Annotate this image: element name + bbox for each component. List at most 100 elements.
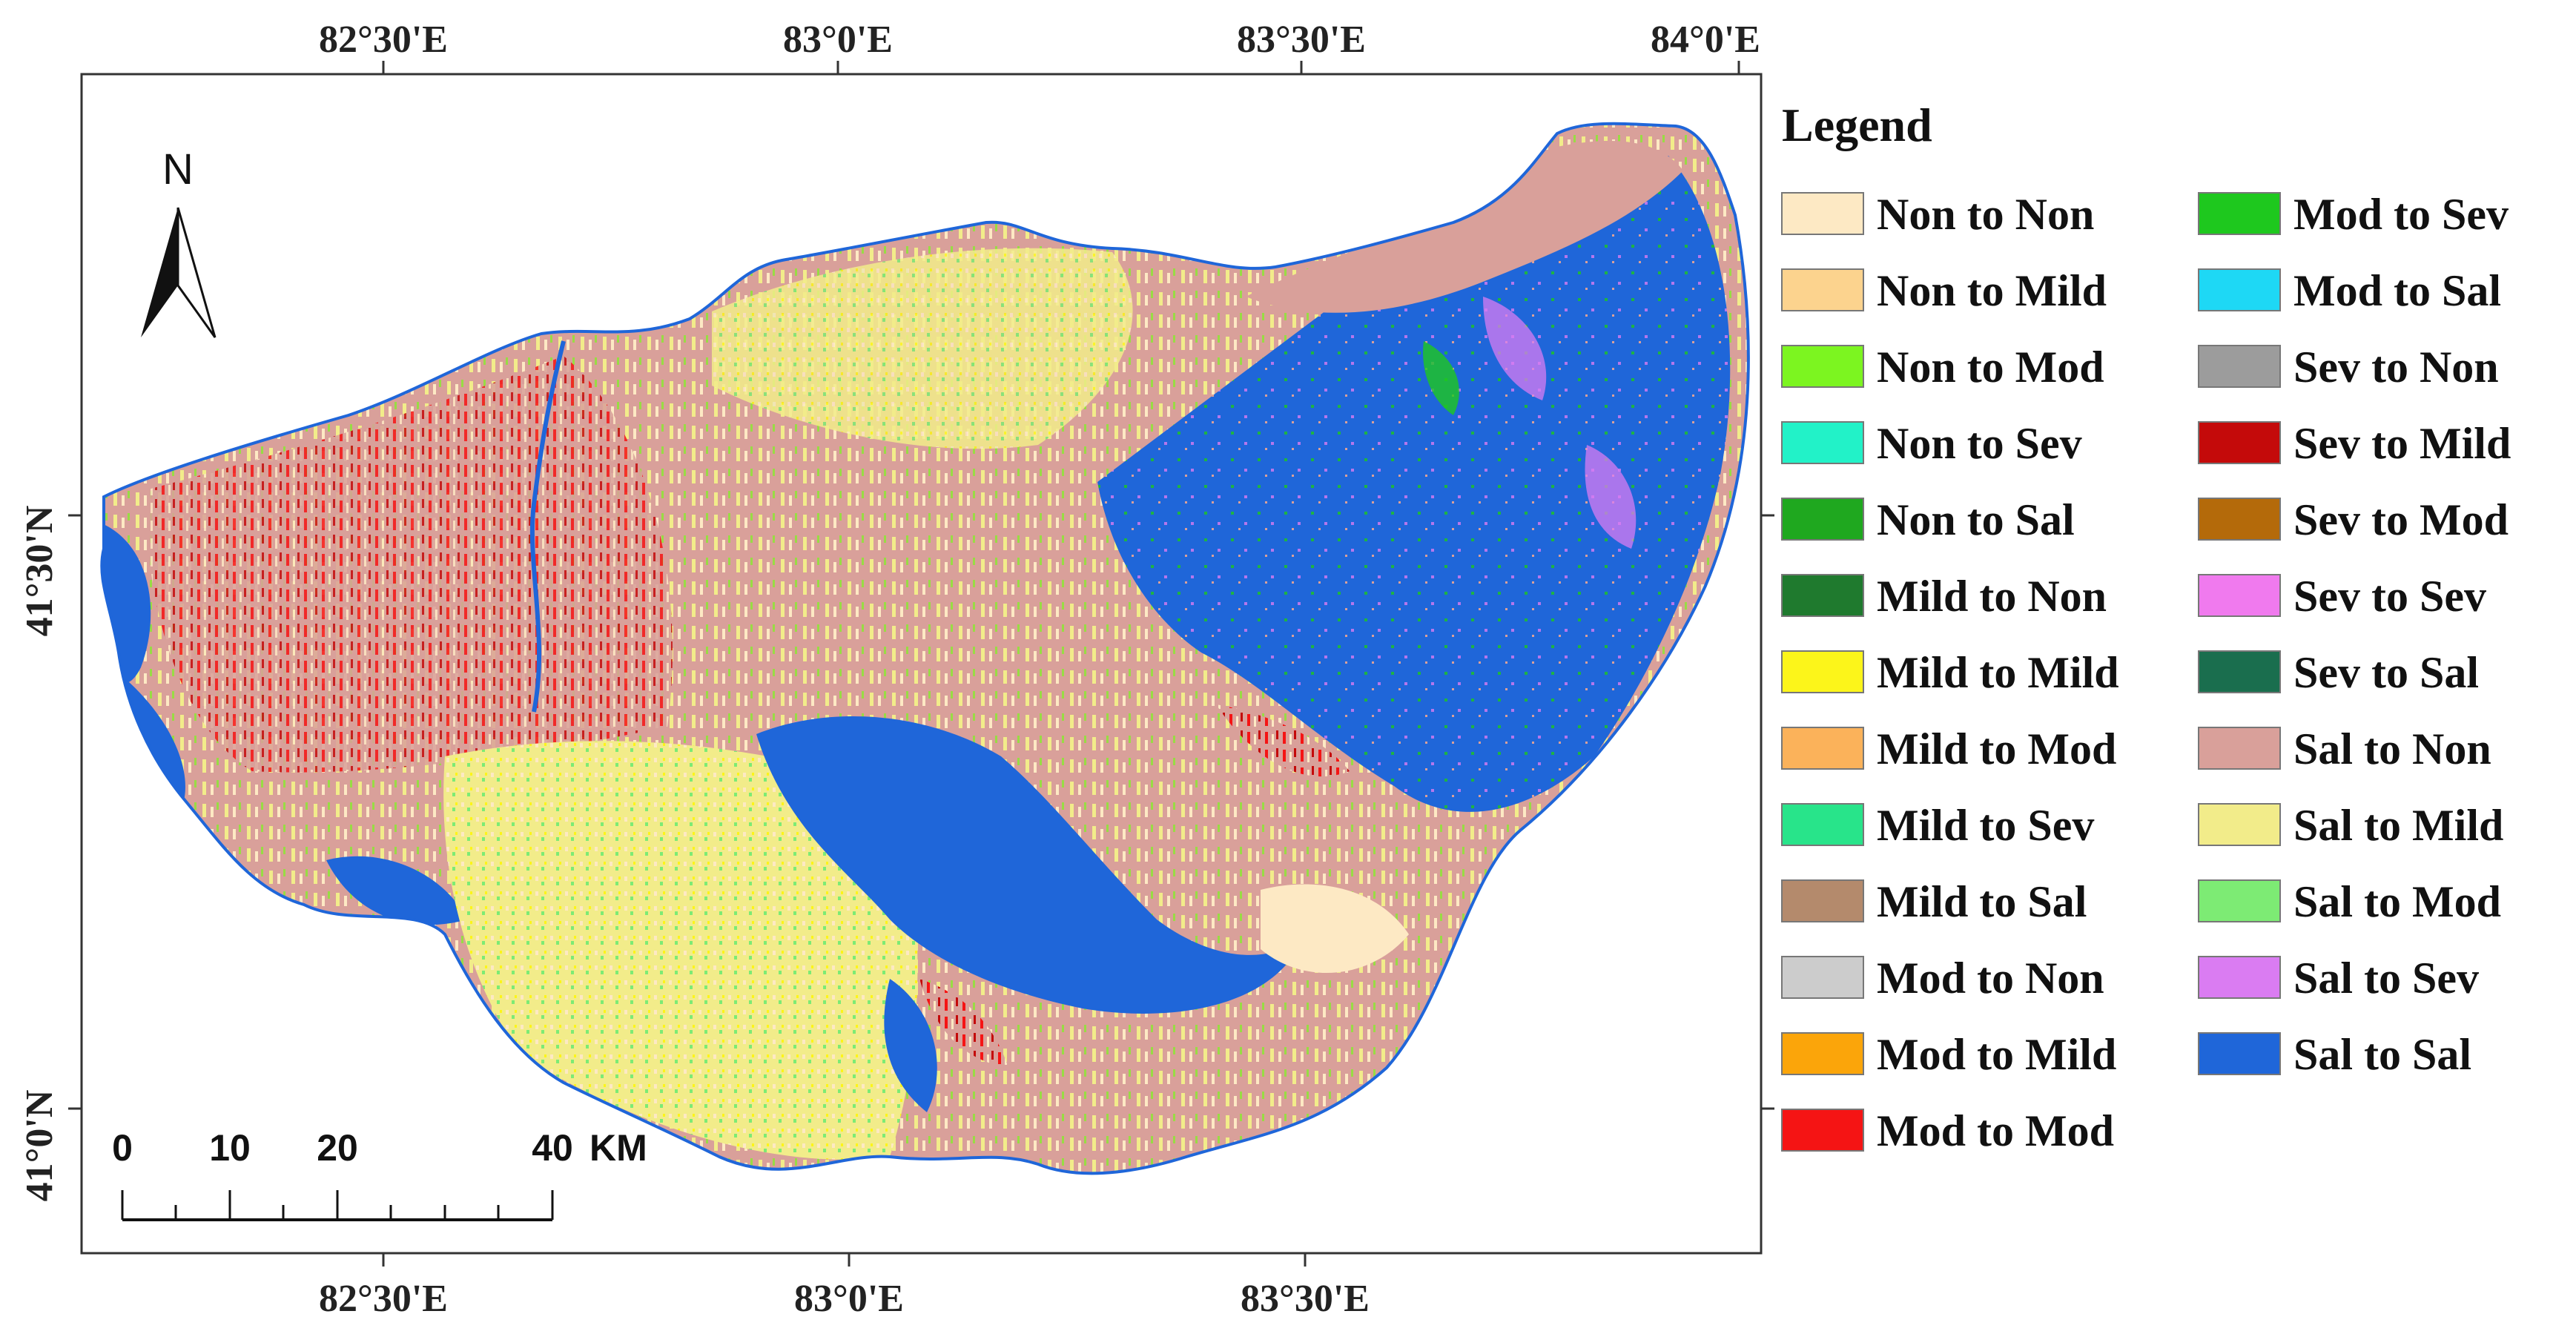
bottom-longitude-label: 83°30'E [1241, 1278, 1370, 1320]
legend-item: Non to Sev [1781, 419, 2082, 468]
legend-swatch [1781, 574, 1864, 617]
legend-item: Non to Sal [1781, 495, 2075, 544]
legend-swatch [2198, 803, 2281, 846]
latitude-label: 41°30'N [19, 506, 61, 637]
legend-item: Non to Non [1781, 190, 2094, 239]
legend-item: Sal to Mod [2198, 877, 2501, 926]
legend-label: Sal to Non [2293, 724, 2491, 773]
legend-label: Sev to Sal [2293, 648, 2479, 697]
legend-item: Mild to Mild [1781, 648, 2119, 697]
legend-label: Mild to Sal [1877, 877, 2087, 926]
graticule-ticks [68, 61, 1774, 1267]
legend-item: Sal to Sal [2198, 1030, 2471, 1079]
scale-tick-label: 40 [532, 1127, 573, 1169]
scale-tick-label: 10 [209, 1127, 251, 1169]
scale-bar: 0 10 20 40 KM [112, 1127, 647, 1221]
top-longitude-label: 82°30'E [319, 19, 448, 61]
top-longitude-label: 83°30'E [1237, 19, 1366, 61]
legend-label: Mild to Mild [1877, 648, 2119, 697]
legend-label: Sal to Sev [2293, 954, 2479, 1003]
legend-swatch [1781, 498, 1864, 541]
legend-label: Sal to Mod [2293, 877, 2501, 926]
legend-label: Non to Non [1877, 190, 2094, 239]
legend-swatch [2198, 879, 2281, 922]
legend-swatch [1781, 650, 1864, 693]
legend-swatch [2198, 650, 2281, 693]
legend-label: Non to Sal [1877, 495, 2075, 544]
legend-item: Mild to Sev [1781, 801, 2094, 850]
legend-swatch [2198, 574, 2281, 617]
legend-item: Non to Mild [1781, 266, 2107, 315]
legend-swatch [1781, 192, 1864, 235]
legend-swatch [2198, 956, 2281, 999]
legend-item: Sev to Sev [2198, 572, 2486, 621]
legend-label: Sev to Mod [2293, 495, 2509, 544]
legend-label: Sev to Mild [2293, 419, 2511, 468]
legend-item: Mild to Sal [1781, 877, 2087, 926]
legend-label: Non to Sev [1877, 419, 2082, 468]
legend-title: Legend [1782, 99, 1932, 151]
legend-item: Non to Mod [1781, 343, 2104, 392]
legend-item: Sev to Non [2198, 343, 2499, 392]
bottom-longitude-label: 82°30'E [319, 1278, 448, 1320]
legend-swatch [1781, 1109, 1864, 1152]
legend-swatch [1781, 803, 1864, 846]
legend-swatch [1781, 727, 1864, 770]
legend-items: Non to Non Non to Mild Non to Mod Non to Se… [1781, 190, 2511, 1155]
legend-label: Mod to Sal [2293, 266, 2501, 315]
legend-swatch [2198, 498, 2281, 541]
legend-label: Non to Mild [1877, 266, 2107, 315]
legend-swatch [1781, 1032, 1864, 1075]
legend-swatch [2198, 192, 2281, 235]
legend-item: Sal to Non [2198, 724, 2491, 773]
legend-label: Sev to Non [2293, 343, 2499, 392]
legend-swatch [2198, 268, 2281, 311]
legend-label: Mod to Mild [1877, 1030, 2116, 1079]
scale-unit-label: KM [589, 1127, 647, 1169]
legend-swatch [1781, 879, 1864, 922]
legend-swatch [1781, 956, 1864, 999]
legend-item: Mod to Non [1781, 954, 2104, 1003]
latitude-label: 41°0'N [19, 1090, 61, 1202]
legend-label: Mild to Mod [1877, 724, 2116, 773]
north-arrow-left-half [141, 208, 178, 337]
legend-item: Sal to Mild [2198, 801, 2503, 850]
top-longitude-label: 83°0'E [783, 19, 893, 61]
top-longitude-label: 84°0'E [1651, 19, 1760, 61]
north-arrow-right-half [176, 207, 217, 338]
legend-label: Sal to Mild [2293, 801, 2503, 850]
legend-item: Sev to Mild [2198, 419, 2511, 468]
scale-tick-label: 20 [317, 1127, 358, 1169]
legend-item: Mod to Sal [2198, 266, 2501, 315]
legend-item: Sev to Sal [2198, 648, 2479, 697]
legend-swatch [2198, 421, 2281, 464]
legend-item: Mild to Non [1781, 572, 2107, 621]
legend-swatch [2198, 727, 2281, 770]
legend-label: Mod to Non [1877, 954, 2104, 1003]
bottom-longitude-label: 83°0'E [794, 1278, 904, 1320]
north-arrow-label: N [162, 145, 194, 194]
legend-label: Mod to Sev [2293, 190, 2509, 239]
legend-swatch [2198, 1032, 2281, 1075]
legend-label: Mild to Non [1877, 572, 2107, 621]
scale-tick-label: 0 [112, 1127, 133, 1169]
legend-label: Sev to Sev [2293, 572, 2486, 621]
legend-label: Sal to Sal [2293, 1030, 2471, 1079]
legend-label: Non to Mod [1877, 343, 2104, 392]
legend-swatch [2198, 345, 2281, 388]
legend-item: Mod to Mild [1781, 1030, 2116, 1079]
legend-label: Mod to Mod [1877, 1106, 2114, 1155]
legend-item: Sev to Mod [2198, 495, 2509, 544]
legend-item: Mod to Sev [2198, 190, 2509, 239]
legend-item: Mild to Mod [1781, 724, 2116, 773]
north-arrow: N [141, 145, 217, 338]
legend-item: Mod to Mod [1781, 1106, 2114, 1155]
legend-swatch [1781, 345, 1864, 388]
legend-item: Sal to Sev [2198, 954, 2479, 1003]
legend-swatch [1781, 421, 1864, 464]
legend-swatch [1781, 268, 1864, 311]
legend-label: Mild to Sev [1877, 801, 2094, 850]
